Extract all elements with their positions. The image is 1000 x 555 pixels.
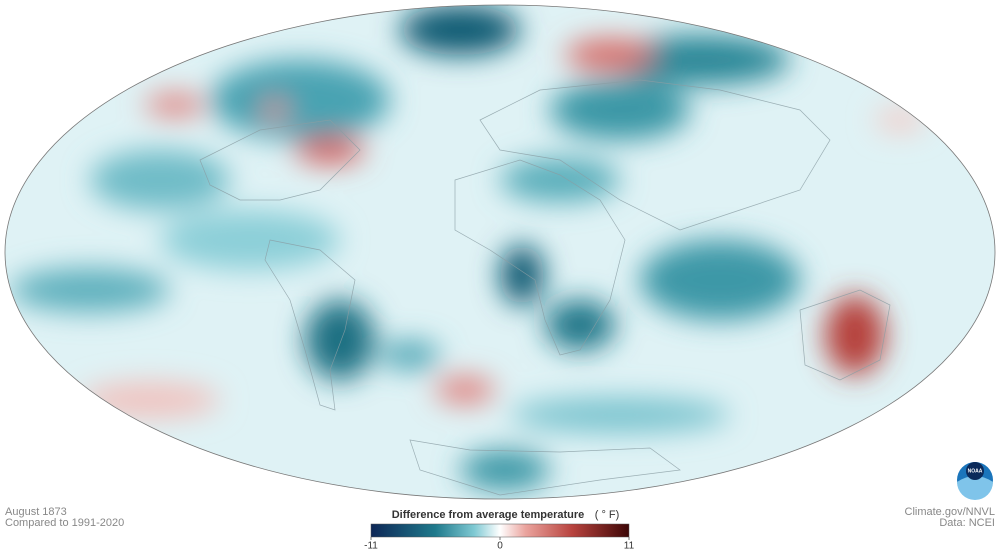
logo-text: NOAA <box>968 468 983 474</box>
legend-title: Difference from average temperature <box>392 509 585 521</box>
legend-unit: ( ° F) <box>595 509 620 521</box>
globe-outline <box>4 4 996 500</box>
legend-tick-label: 0 <box>497 541 503 552</box>
coastlines <box>199 79 891 496</box>
logo-bird <box>966 462 984 480</box>
globe <box>5 5 995 499</box>
legend: Difference from average temperature ( ° … <box>364 509 634 552</box>
noaa-logo: NOAA <box>957 462 993 500</box>
logo-wave <box>957 476 993 500</box>
legend-tick-label: 11 <box>624 541 635 552</box>
baseline-label: Compared to 1991-2020 <box>5 517 124 529</box>
legend-tick-label: -11 <box>364 541 378 552</box>
source-label: Climate.gov/NNVL <box>905 506 995 518</box>
date-label: August 1873 <box>5 506 67 518</box>
data-label: Data: NCEI <box>939 517 995 529</box>
legend-colorbar <box>370 523 630 538</box>
anomaly-field <box>10 5 925 490</box>
